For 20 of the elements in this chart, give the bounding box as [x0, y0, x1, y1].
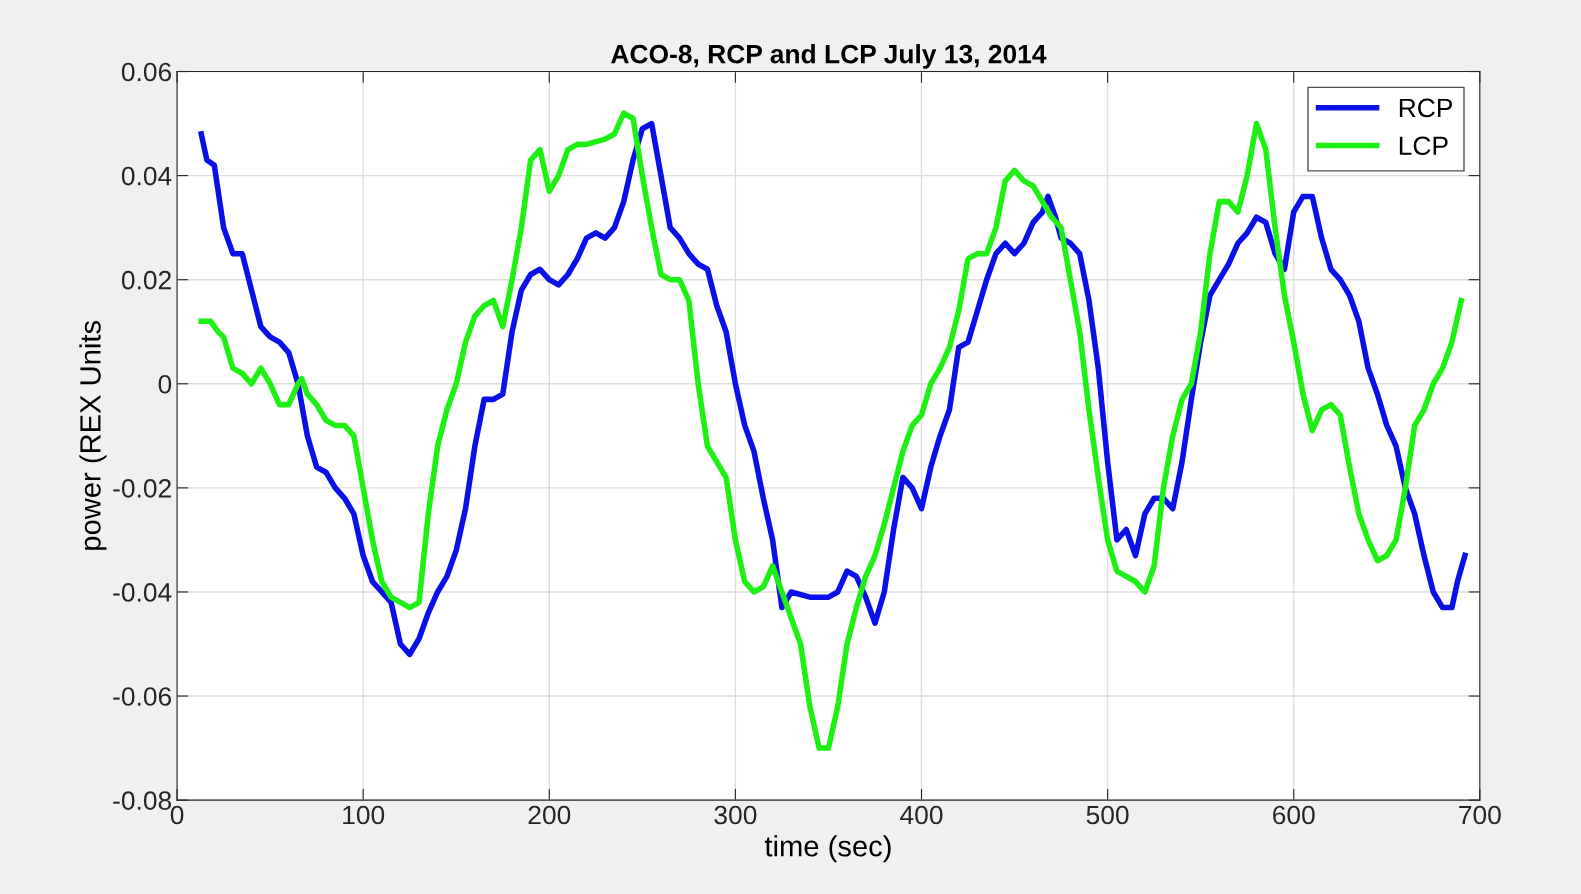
- x-tick-label: 600: [1273, 805, 1315, 825]
- x-tick-label: 700: [1459, 805, 1501, 825]
- x-tick-label: 100: [343, 805, 385, 825]
- y-tick-label: 0.06: [121, 62, 172, 82]
- legend-label: RCP: [1399, 98, 1453, 118]
- y-tick-label: 0: [158, 374, 172, 394]
- y-tick-label: -0.04: [113, 583, 172, 602]
- y-tick-label: -0.06: [113, 687, 172, 706]
- x-axis-title: time (sec): [764, 835, 891, 863]
- y-tick-label: 0.02: [121, 270, 171, 290]
- y-axis-title: power (REX Units: [79, 320, 107, 550]
- x-tick-label: 500: [1086, 805, 1129, 825]
- y-tick-label: 0.04: [121, 166, 172, 186]
- x-tick-label: 400: [900, 805, 943, 825]
- chart-title: ACO-8, RCP and LCP July 13, 2014: [611, 44, 1047, 69]
- y-tick-label: -0.08: [113, 791, 172, 810]
- y-tick-label: -0.02: [113, 479, 171, 498]
- x-tick-label: 300: [714, 805, 757, 825]
- x-tick-label: 200: [528, 805, 571, 825]
- legend-label: LCP: [1399, 136, 1448, 156]
